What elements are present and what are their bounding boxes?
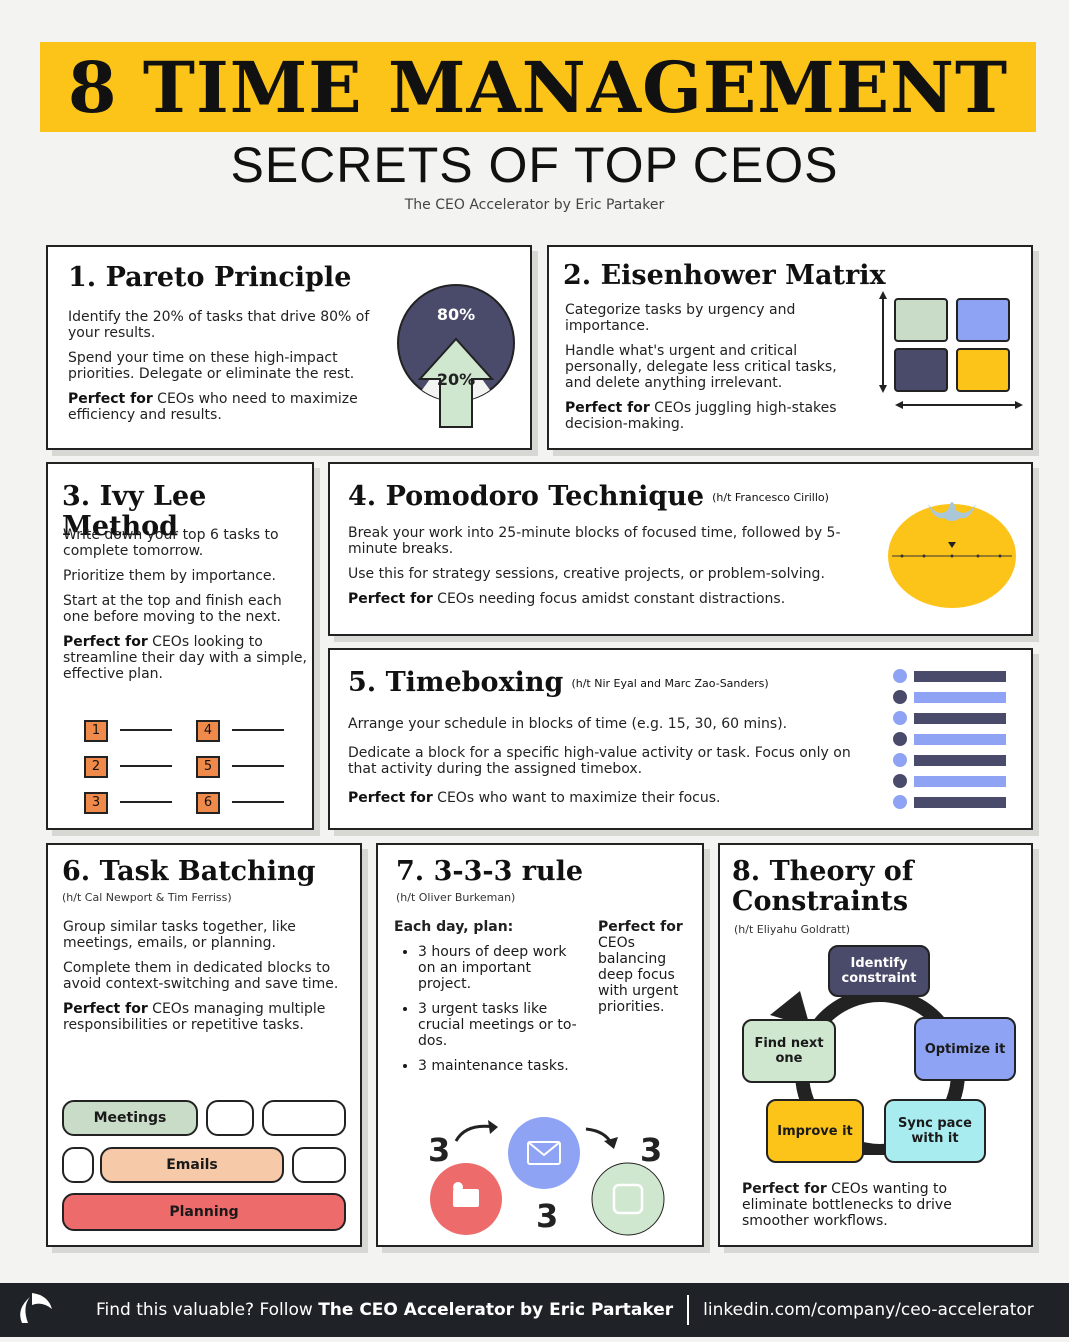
card-pareto: 1. Pareto Principle Identify the 20% of … (46, 245, 532, 450)
node-improve: Improve it (766, 1099, 864, 1163)
matrix-icon (879, 291, 1023, 409)
card-eisenhower: 2. Eisenhower Matrix Categorize tasks by… (547, 245, 1033, 450)
node-optimize: Optimize it (914, 1017, 1016, 1081)
card-text: Start at the top and finish each one bef… (63, 593, 282, 625)
card-title: 6. Task Batching (62, 856, 316, 887)
page-subtitle: SECRETS OF TOP CEOS (230, 137, 839, 193)
card-pomodoro: 4. Pomodoro Technique (h/t Francesco Ciri… (328, 462, 1033, 636)
card-title: 2. Eisenhower Matrix (563, 260, 886, 291)
card-task-batching: 6. Task Batching (h/t Cal Newport & Tim … (46, 843, 362, 1247)
list-number: 5 (196, 756, 220, 778)
perfect-for: Perfect for CEOs looking to streamline t… (63, 634, 307, 682)
plan-item: 3 hours of deep work on an important pro… (418, 944, 584, 992)
333-cycle-icon: 3 3 3 (428, 1117, 665, 1236)
chip-empty (262, 1100, 346, 1136)
card-text: Use this for strategy sessions, creative… (348, 566, 825, 582)
footer-brand: The CEO Accelerator by Eric Partaker (318, 1300, 674, 1320)
count-number: 3 (640, 1131, 662, 1169)
card-text: Arrange your schedule in blocks of time … (348, 716, 788, 732)
card-title: 3. Ivy Lee Method (62, 481, 207, 542)
list-number: 1 (84, 720, 108, 742)
chip-meetings: Meetings (62, 1100, 198, 1136)
card-333-rule: 7. 3-3-3 rule (h/t Oliver Burkeman) Each… (376, 843, 704, 1247)
chip-empty (206, 1100, 254, 1136)
card-title: 7. 3-3-3 rule (396, 856, 584, 887)
list-number: 2 (84, 756, 108, 778)
plan-item: 3 urgent tasks like crucial meetings or … (418, 1001, 584, 1049)
perfect-for: Perfect for CEOs managing multiple respo… (63, 1001, 326, 1033)
perfect-for: Perfect for CEOs juggling high-stakes de… (565, 400, 837, 432)
card-title: 5. Timeboxing (h/t Nir Eyal and Marc Zao-… (348, 667, 769, 698)
perfect-for: Perfect for CEOs wanting to eliminate bo… (742, 1181, 952, 1229)
perfect-for: Perfect for CEOs who want to maximize th… (348, 790, 721, 806)
chip-empty (292, 1147, 346, 1183)
title-banner: 8 TIME MANAGEMENT (40, 42, 1036, 132)
credit: (h/t Nir Eyal and Marc Zao-Sanders) (571, 676, 769, 690)
list-number: 3 (84, 792, 108, 814)
byline: The CEO Accelerator by Eric Partaker (404, 197, 665, 213)
card-text: Break your work into 25-minute blocks of… (348, 525, 841, 557)
page-title: 8 TIME MANAGEMENT (67, 45, 1009, 129)
count-number: 3 (536, 1197, 558, 1235)
list-number: 4 (196, 720, 220, 742)
card-text: Spend your time on these high-impact pri… (68, 350, 355, 382)
footer-bar: Find this valuable? Follow The CEO Accel… (0, 1283, 1069, 1337)
perfect-for: Perfect for CEOs balancing deep focus wit… (598, 919, 683, 1015)
node-find-next: Find next one (742, 1019, 836, 1083)
timeblocks-icon (893, 669, 1006, 809)
pie-label-80: 80% (437, 305, 475, 324)
credit: (h/t Francesco Cirillo) (712, 490, 829, 504)
tomato-timer-icon (888, 502, 1016, 608)
card-theory-of-constraints: 8. Theory of Constraints (h/t Eliyahu Gol… (718, 843, 1033, 1247)
card-title: 4. Pomodoro Technique (h/t Francesco Ciri… (348, 481, 829, 512)
card-text: Identify the 20% of tasks that drive 80%… (68, 309, 370, 341)
node-sync-pace: Sync pace with it (884, 1099, 986, 1163)
card-text: Group similar tasks together, like meeti… (63, 919, 296, 951)
footer-link[interactable]: linkedin.com/company/ceo-accelerator (703, 1300, 1034, 1320)
plan-item: 3 maintenance tasks. (418, 1058, 584, 1074)
chip-emails: Emails (100, 1147, 284, 1183)
brand-logo-icon (0, 1283, 60, 1337)
card-ivy-lee: 3. Ivy Lee Method Write down your top 6 … (46, 462, 314, 830)
card-timeboxing: 5. Timeboxing (h/t Nir Eyal and Marc Zao-… (328, 648, 1033, 830)
count-number: 3 (428, 1131, 450, 1169)
card-text: Categorize tasks by urgency and importan… (565, 302, 796, 334)
card-text: Dedicate a block for a specific high-val… (348, 745, 851, 777)
card-text: Handle what's urgent and critical person… (565, 343, 837, 391)
perfect-for: Perfect for CEOs who need to maximize ef… (68, 391, 358, 423)
card-text: Prioritize them by importance. (63, 568, 276, 584)
credit: (h/t Eliyahu Goldratt) (734, 923, 851, 936)
plan-label: Each day, plan: (394, 919, 514, 935)
credit: (h/t Cal Newport & Tim Ferriss) (62, 891, 232, 904)
credit: (h/t Oliver Burkeman) (396, 891, 516, 904)
list-number: 6 (196, 792, 220, 814)
pareto-pie-icon: 80% 20% (397, 284, 515, 428)
chip-empty (62, 1147, 94, 1183)
footer-cta: Find this valuable? Follow The CEO Accel… (96, 1295, 1034, 1325)
perfect-for: Perfect for CEOs needing focus amidst co… (348, 591, 786, 607)
card-text: Complete them in dedicated blocks to avo… (63, 960, 339, 992)
card-text: Write down your top 6 tasks to complete … (63, 527, 279, 559)
pie-label-20: 20% (437, 370, 475, 389)
node-identify-constraint: Identify constraint (828, 945, 930, 997)
card-title: 1. Pareto Principle (68, 262, 352, 293)
chip-planning: Planning (62, 1193, 346, 1231)
card-title: 8. Theory of Constraints (732, 856, 914, 917)
